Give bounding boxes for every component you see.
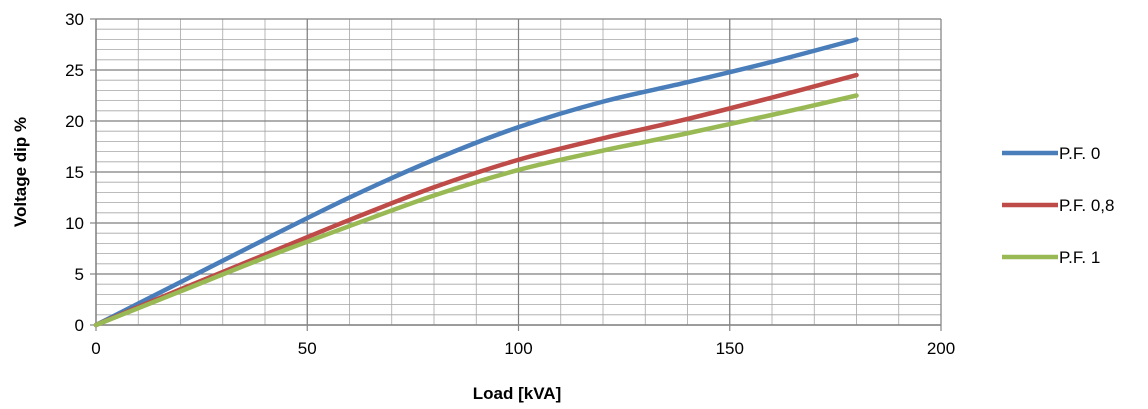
y-tick-label: 30 — [65, 10, 84, 29]
x-tick-label: 150 — [716, 339, 744, 358]
plot-grid — [95, 18, 942, 326]
plot-series — [93, 37, 859, 328]
legend-label-p-f-0: P.F. 0 — [1059, 144, 1100, 163]
y-tick-label: 5 — [75, 265, 84, 284]
y-axis-title: Voltage dip % — [11, 117, 30, 227]
series-line-p-f-0-8 — [93, 72, 859, 328]
y-tick-label: 25 — [65, 61, 84, 80]
series-line-p-f-1 — [93, 93, 859, 328]
tick-labels: 0 50 100 150 200 0 5 10 15 20 25 30 — [65, 10, 955, 358]
y-tick-label: 0 — [75, 316, 84, 335]
y-tick-label: 20 — [65, 112, 84, 131]
y-tick-label: 10 — [65, 214, 84, 233]
x-tick-label: 50 — [298, 339, 317, 358]
y-tick-label: 15 — [65, 163, 84, 182]
chart-legend: P.F. 0 P.F. 0,8 P.F. 1 — [1002, 144, 1114, 267]
series-line-p-f-0 — [93, 37, 859, 328]
x-tick-label: 200 — [927, 339, 955, 358]
x-tick-label: 100 — [504, 339, 532, 358]
legend-label-p-f-1: P.F. 1 — [1059, 248, 1100, 267]
plot-axes — [90, 18, 942, 331]
x-tick-label: 0 — [91, 339, 100, 358]
x-axis-title: Load [kVA] — [473, 384, 561, 403]
legend-label-p-f-0-8: P.F. 0,8 — [1059, 196, 1114, 215]
